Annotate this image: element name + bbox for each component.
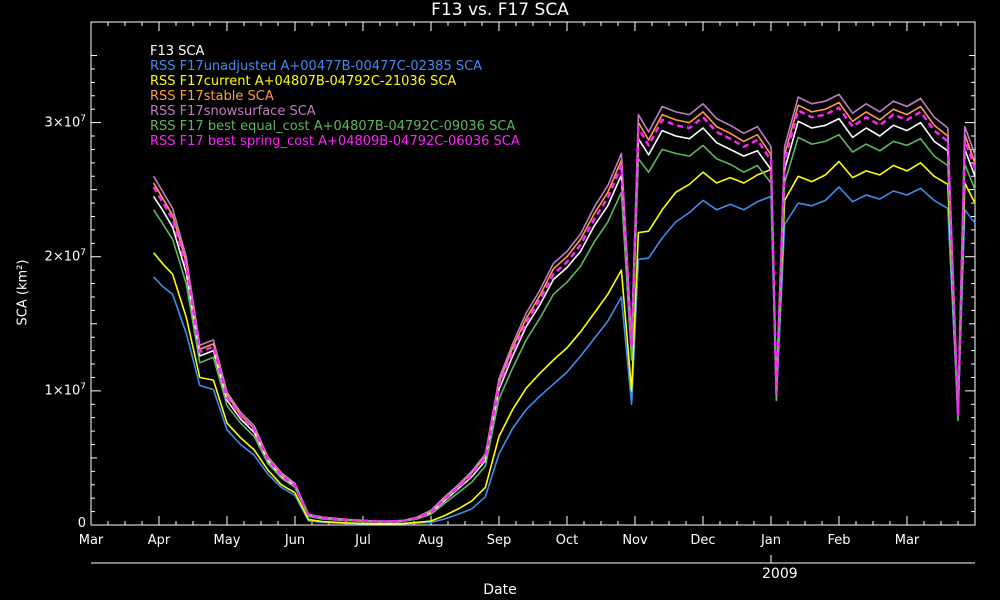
x-tick-label: Jan (760, 533, 782, 548)
x-tick-label: May (213, 533, 241, 548)
x-tick-label: Nov (622, 533, 648, 548)
series-line-2 (152, 160, 976, 525)
legend-entry: RSS F17stable SCA (150, 89, 274, 104)
series-line-5 (152, 133, 976, 523)
y-axis-label: SCA (km²) (15, 259, 31, 326)
x-tick-label: Mar (894, 533, 920, 548)
x-tick-label: Aug (418, 533, 444, 548)
series-line-3 (152, 101, 976, 523)
legend-entry: RSS F17current A+04807B-04792C-21036 SCA (150, 74, 457, 89)
x-tick-label: Sep (486, 533, 512, 548)
x-tick-label: Jul (355, 533, 371, 548)
y-tick-label: 0 (77, 516, 86, 531)
legend-entry: RSS F17 best spring_cost A+04809B-04792C… (150, 134, 520, 149)
series-line-1 (153, 186, 976, 525)
legend: F13 SCA RSS F17unadjusted A+00477B-00477C… (150, 44, 520, 149)
series-line-0 (152, 117, 976, 523)
legend-entry: RSS F17snowsurface SCA (150, 104, 316, 119)
chart-title: F13 vs. F17 SCA (431, 0, 569, 20)
x-tick-label: Mar (78, 533, 104, 548)
y-tick-label: 3×107 (44, 113, 86, 130)
x-tick-label: Feb (827, 533, 851, 548)
y-tick-label: 1×107 (44, 381, 86, 399)
series-line-6 (152, 106, 977, 523)
y-tick-label: 2×107 (44, 247, 86, 265)
x-tick-label: Jun (284, 533, 306, 548)
legend-entry: RSS F17 best equal_cost A+04807B-04792C-… (150, 119, 516, 134)
legend-entry: RSS F17unadjusted A+00477B-00477C-02385 … (150, 59, 483, 74)
x-tick-label: Dec (690, 533, 716, 548)
x-tick-label: Oct (555, 533, 579, 548)
series-line-4 (152, 93, 976, 522)
year-label: 2009 (762, 566, 798, 582)
x-tick-label: Apr (147, 533, 171, 548)
x-axis-label: Date (483, 582, 517, 598)
legend-entry: F13 SCA (150, 44, 205, 59)
